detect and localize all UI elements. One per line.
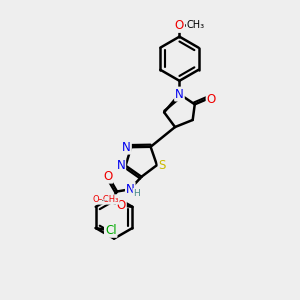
Text: Cl: Cl [105,224,116,237]
Text: N: N [175,88,184,100]
Text: O: O [175,19,184,32]
Text: O–CH₃: O–CH₃ [92,195,119,204]
Text: O: O [117,199,126,212]
Text: N: N [122,141,131,154]
Text: O: O [103,170,112,183]
Text: O: O [207,93,216,106]
Text: N: N [126,183,135,196]
Text: methoxy: methoxy [102,200,108,201]
Text: CH₃: CH₃ [187,20,205,30]
Text: N: N [116,159,125,172]
Text: H: H [134,189,140,198]
Text: S: S [158,159,166,172]
